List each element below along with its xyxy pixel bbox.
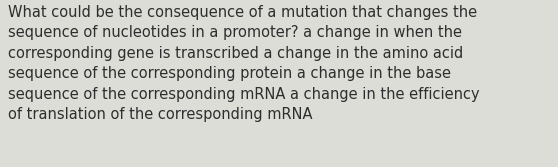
Text: What could be the consequence of a mutation that changes the
sequence of nucleot: What could be the consequence of a mutat…	[8, 5, 480, 122]
